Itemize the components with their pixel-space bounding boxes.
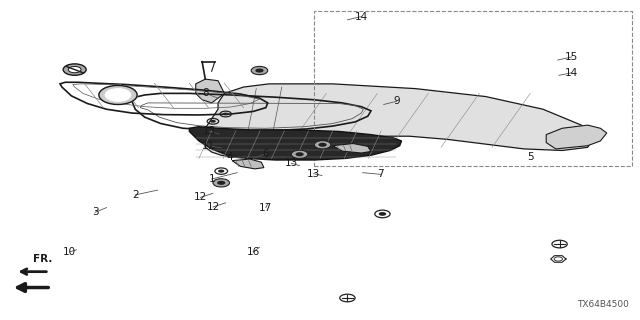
Polygon shape [196, 79, 225, 103]
Text: 6: 6 [262, 149, 269, 159]
Text: 13: 13 [307, 169, 320, 179]
Text: 12: 12 [206, 202, 220, 212]
Bar [314, 11, 632, 166]
Polygon shape [333, 143, 371, 153]
Text: FR.: FR. [33, 254, 52, 264]
Circle shape [218, 170, 225, 173]
Text: 8: 8 [202, 88, 209, 98]
Polygon shape [546, 125, 607, 149]
Circle shape [105, 89, 131, 101]
Circle shape [319, 143, 326, 147]
Text: 14: 14 [355, 12, 368, 22]
Circle shape [63, 64, 86, 75]
Text: 2: 2 [132, 190, 138, 200]
Polygon shape [232, 159, 264, 169]
Text: 15: 15 [565, 52, 579, 62]
Text: TX64B4500: TX64B4500 [577, 300, 629, 309]
Circle shape [217, 181, 225, 185]
Circle shape [251, 67, 268, 75]
Text: 4: 4 [226, 152, 233, 162]
Circle shape [291, 150, 308, 158]
Text: 17: 17 [259, 203, 273, 212]
Circle shape [255, 68, 264, 73]
Text: 1: 1 [209, 174, 215, 184]
Text: 9: 9 [393, 96, 400, 106]
Text: 14: 14 [565, 68, 579, 78]
Polygon shape [189, 127, 401, 160]
Text: 12: 12 [193, 192, 207, 203]
Circle shape [210, 120, 216, 123]
Circle shape [314, 141, 331, 149]
Circle shape [296, 152, 304, 156]
Circle shape [68, 67, 81, 73]
Circle shape [379, 212, 387, 216]
Text: 3: 3 [92, 207, 99, 217]
Text: 10: 10 [63, 247, 76, 257]
Circle shape [213, 179, 230, 187]
Text: 13: 13 [285, 158, 298, 168]
Text: 11: 11 [202, 141, 215, 151]
Polygon shape [202, 84, 594, 157]
Circle shape [223, 113, 228, 116]
Text: 7: 7 [377, 169, 384, 179]
Text: 16: 16 [246, 247, 260, 257]
Text: 13: 13 [203, 126, 216, 136]
Circle shape [99, 85, 137, 105]
Text: 5: 5 [527, 152, 534, 162]
